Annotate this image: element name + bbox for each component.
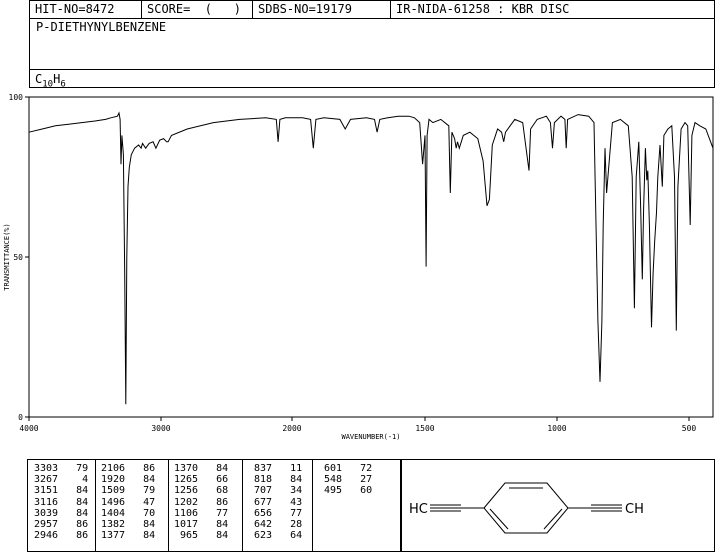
peak-row: 3116 84 bbox=[34, 496, 89, 508]
peak-row: 2957 86 bbox=[34, 519, 89, 531]
sdbs-number: SDBS-NO=19179 bbox=[253, 1, 391, 18]
structure-right-group: CH bbox=[625, 502, 644, 517]
peak-row: 1265 66 bbox=[174, 474, 229, 486]
y-tick-label: 50 bbox=[13, 253, 23, 262]
y-axis-label: TRANSMITTANCE(%) bbox=[3, 223, 11, 290]
peak-column: 3303 79 3267 4 3151 84 3116 84 3039 84 2957 8… bbox=[34, 463, 88, 541]
peak-row: 965 84 bbox=[174, 530, 229, 542]
formula-h-count: 6 bbox=[60, 79, 66, 90]
peak-row: 1017 84 bbox=[174, 519, 229, 531]
peak-row: 1377 84 bbox=[101, 530, 156, 542]
ir-info: IR-NIDA-61258 : KBR DISC bbox=[396, 2, 570, 16]
peak-row: 2106 86 bbox=[101, 463, 156, 474]
hit-number: HIT-NO=8472 bbox=[30, 1, 142, 18]
chemical-structure: HC CH bbox=[409, 482, 644, 534]
peak-row: 495 60 bbox=[318, 485, 373, 497]
peak-row: 548 27 bbox=[318, 474, 373, 486]
ir-spectrum-chart: 0 50 100 4000 3000 2000 1500 1000 500 TRANSMITT… bbox=[3, 93, 714, 441]
peak-row: 1106 77 bbox=[174, 507, 229, 519]
peak-row: 3303 79 bbox=[34, 463, 89, 474]
y-tick-label: 0 bbox=[18, 413, 23, 422]
peak-column: 601 72 548 27 495 60 bbox=[318, 463, 372, 497]
peak-column-divider bbox=[95, 460, 96, 551]
peak-row: 1370 84 bbox=[174, 463, 229, 474]
peak-row: 1256 68 bbox=[174, 485, 229, 497]
x-tick-label: 3000 bbox=[151, 424, 170, 433]
ring-double-bond-lower-right bbox=[543, 508, 563, 530]
x-axis: 4000 3000 2000 1500 1000 500 bbox=[19, 417, 696, 433]
x-tick-label: 2000 bbox=[282, 424, 301, 433]
peak-row: 837 11 bbox=[248, 463, 303, 474]
x-tick-label: 1500 bbox=[415, 424, 434, 433]
formula-c-count: 10 bbox=[42, 79, 54, 90]
peak-row: 601 72 bbox=[318, 463, 373, 474]
peak-column-divider bbox=[168, 460, 169, 551]
peak-column-divider bbox=[312, 460, 313, 551]
x-tick-label: 4000 bbox=[19, 424, 38, 433]
y-tick-label: 100 bbox=[9, 93, 24, 102]
structure-box: HC CH bbox=[400, 459, 715, 552]
peak-row: 2946 86 bbox=[34, 530, 89, 542]
peak-row: 3151 84 bbox=[34, 485, 89, 497]
formula-c: C bbox=[35, 72, 43, 86]
peak-column: 1370 84 1265 66 1256 68 1202 86 1106 77 1017 … bbox=[174, 463, 228, 541]
peak-row: 1382 84 bbox=[101, 519, 156, 531]
peak-row: 3039 84 bbox=[34, 507, 89, 519]
header-box: HIT-NO=8472 SCORE= ( ) SDBS-NO=19179 IR-… bbox=[29, 0, 715, 89]
peak-row: 677 43 bbox=[248, 496, 303, 508]
peak-row: 818 84 bbox=[248, 474, 303, 486]
structure-left-group: HC bbox=[409, 502, 428, 517]
x-tick-label: 1000 bbox=[547, 424, 566, 433]
x-tick-label: 500 bbox=[682, 424, 697, 433]
molecular-formula: C10H6 bbox=[35, 72, 66, 89]
formula-h: H bbox=[53, 72, 61, 86]
score: SCORE= ( ) bbox=[142, 1, 253, 18]
spectrum-line bbox=[28, 111, 714, 405]
peak-table: 3303 79 3267 4 3151 84 3116 84 3039 84 2957 8… bbox=[27, 459, 402, 552]
peak-column-divider bbox=[242, 460, 243, 551]
peak-row: 3267 4 bbox=[34, 474, 89, 486]
peak-row: 1509 79 bbox=[101, 485, 156, 497]
peak-row: 1202 86 bbox=[174, 496, 229, 508]
peak-row: 707 34 bbox=[248, 485, 303, 497]
peak-column: 2106 86 1920 84 1509 79 1496 47 1404 70 1382 … bbox=[101, 463, 155, 541]
header-divider bbox=[30, 18, 714, 19]
formula-divider bbox=[30, 69, 714, 70]
peak-row: 642 28 bbox=[248, 519, 303, 531]
benzene-ring bbox=[483, 482, 569, 534]
peak-row: 656 77 bbox=[248, 507, 303, 519]
compound-name: P-DIETHYNYLBENZENE bbox=[36, 20, 167, 34]
peak-row: 1496 47 bbox=[101, 496, 156, 508]
peak-row: 623 64 bbox=[248, 530, 303, 542]
peak-row: 1404 70 bbox=[101, 507, 156, 519]
peak-column: 837 11 818 84 707 34 677 43 656 77 642 2… bbox=[248, 463, 302, 541]
ring-double-bond-lower-left bbox=[489, 508, 509, 530]
y-axis: 0 50 100 bbox=[9, 93, 29, 422]
x-axis-label: WAVENUMBER(-1) bbox=[341, 433, 400, 441]
peak-row: 1920 84 bbox=[101, 474, 156, 486]
